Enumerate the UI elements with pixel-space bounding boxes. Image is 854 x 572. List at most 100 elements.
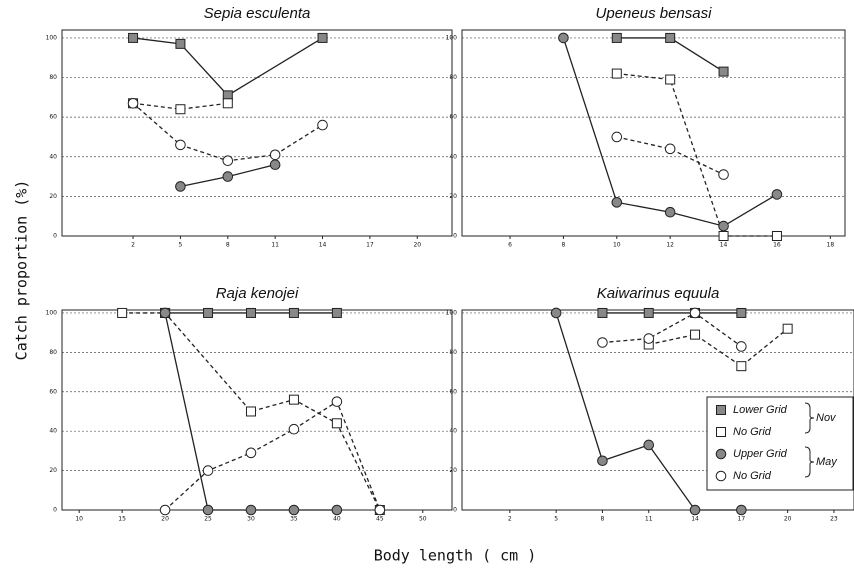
- legend-group-label: Nov: [816, 412, 837, 424]
- x-tick-label: 40: [333, 516, 341, 523]
- marker: [175, 104, 186, 115]
- x-tick-label: 20: [161, 516, 169, 523]
- marker: [611, 131, 623, 143]
- y-tick-label: 80: [49, 349, 57, 356]
- marker: [175, 181, 186, 192]
- legend-label: No Grid: [733, 470, 772, 482]
- marker: [288, 394, 299, 405]
- y-tick-label: 60: [449, 388, 457, 395]
- y-tick-label: 100: [446, 34, 458, 41]
- x-tick-label: 8: [226, 242, 230, 249]
- marker: [597, 307, 608, 318]
- y-tick-label: 60: [49, 114, 57, 121]
- x-tick-label: 50: [419, 516, 427, 523]
- marker: [718, 169, 729, 180]
- x-tick-label: 5: [554, 516, 558, 523]
- marker: [331, 504, 343, 516]
- x-tick-label: 10: [613, 242, 621, 249]
- marker: [203, 307, 214, 318]
- x-tick-label: 14: [720, 242, 728, 249]
- y-tick-label: 20: [449, 193, 457, 200]
- marker: [245, 307, 256, 318]
- marker: [611, 68, 622, 79]
- series-line: [562, 37, 778, 227]
- marker: [736, 341, 747, 352]
- legend-brace: [804, 446, 815, 478]
- y-tick-label: 40: [49, 153, 57, 160]
- y-tick-label: 20: [449, 467, 457, 474]
- marker: [374, 504, 386, 516]
- marker: [245, 447, 257, 459]
- marker: [782, 323, 793, 334]
- legend-marker: [715, 448, 727, 460]
- marker: [736, 361, 747, 372]
- panel-title: Sepia esculenta: [204, 5, 311, 22]
- legend-box: [706, 396, 854, 491]
- plot-frame: [61, 309, 453, 511]
- x-tick-label: 8: [562, 242, 566, 249]
- marker: [771, 189, 783, 200]
- marker: [664, 206, 676, 218]
- marker: [222, 155, 234, 167]
- marker: [128, 32, 139, 43]
- marker: [597, 455, 608, 467]
- series-line: [132, 37, 323, 97]
- x-tick-label: 15: [118, 516, 126, 523]
- series-line: [602, 312, 742, 347]
- series-line: [648, 328, 789, 367]
- marker: [159, 504, 171, 516]
- x-tick-label: 11: [271, 242, 279, 249]
- x-tick-label: 45: [376, 516, 384, 523]
- marker: [718, 66, 729, 77]
- x-tick-label: 2: [508, 516, 512, 523]
- y-tick-label: 80: [449, 349, 457, 356]
- marker: [689, 307, 701, 319]
- y-tick-label: 100: [46, 309, 58, 316]
- marker: [288, 504, 300, 516]
- x-tick-label: 18: [827, 242, 835, 249]
- y-tick-label: 20: [49, 193, 57, 200]
- y-tick-label: 40: [449, 153, 457, 160]
- x-tick-label: 14: [691, 516, 699, 523]
- panel-title: Raja kenojei: [216, 285, 299, 302]
- marker: [643, 307, 654, 318]
- y-tick-label: 40: [449, 428, 457, 435]
- marker: [245, 504, 257, 516]
- y-tick-label: 0: [53, 233, 57, 240]
- marker: [317, 119, 328, 131]
- y-tick-label: 0: [53, 507, 57, 514]
- series-line: [132, 102, 323, 162]
- x-tick-label: 10: [75, 516, 83, 523]
- marker: [597, 337, 608, 348]
- legend-label: No Grid: [733, 426, 772, 438]
- marker: [222, 98, 233, 109]
- marker: [317, 32, 328, 43]
- panel-title: Kaiwarinus equula: [597, 285, 720, 302]
- legend-label: Upper Grid: [733, 448, 788, 460]
- marker: [288, 423, 300, 435]
- marker: [771, 231, 782, 241]
- marker: [331, 418, 342, 429]
- x-tick-label: 20: [413, 242, 421, 249]
- legend-marker: [716, 427, 726, 437]
- marker: [202, 465, 214, 476]
- x-tick-label: 2: [131, 242, 135, 249]
- marker: [664, 143, 676, 155]
- x-tick-label: 17: [738, 516, 746, 523]
- y-tick-label: 0: [453, 507, 457, 514]
- marker: [643, 439, 655, 451]
- series-line: [164, 400, 381, 511]
- panel-title: Upeneus bensasi: [596, 5, 713, 22]
- marker: [665, 32, 676, 43]
- x-tick-label: 17: [366, 242, 374, 249]
- legend-group-label: May: [816, 456, 838, 468]
- plot-frame: [461, 29, 846, 237]
- marker: [550, 307, 562, 319]
- y-tick-label: 20: [49, 467, 57, 474]
- series-line: [616, 136, 724, 176]
- y-tick-label: 80: [49, 74, 57, 81]
- x-tick-label: 25: [204, 516, 212, 523]
- x-tick-label: 16: [773, 242, 781, 249]
- marker: [643, 333, 655, 344]
